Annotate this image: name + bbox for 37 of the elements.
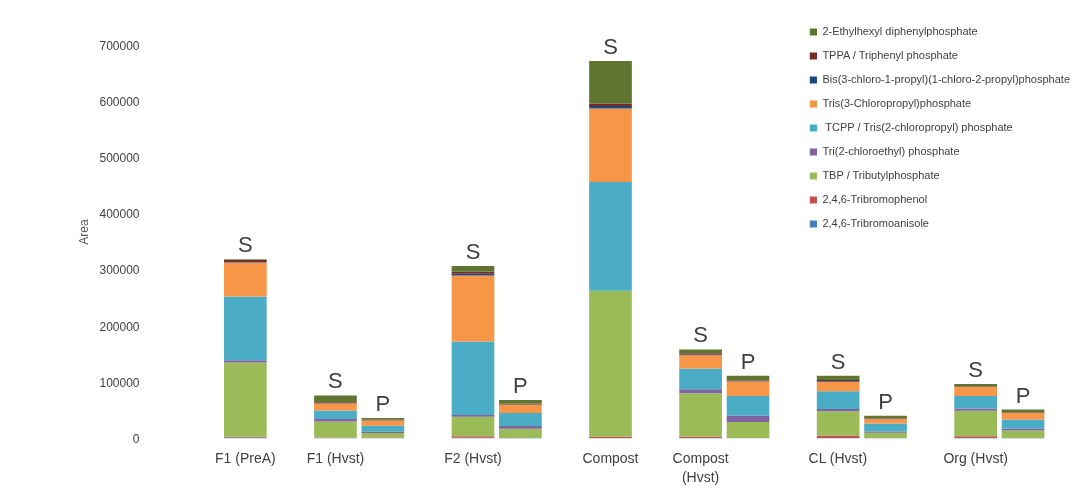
legend-label: Tri(2-chloroethyl) phosphate [822, 145, 960, 157]
y-tick-label: 500000 [99, 151, 140, 166]
legend-label: 2,4,6-Tribromophenol [822, 193, 928, 205]
y-tick-label: 700000 [99, 38, 140, 53]
total-label: P [513, 372, 528, 398]
total-label: S [328, 368, 343, 394]
x-tick-label: Compost [582, 449, 639, 466]
total-label: P [1015, 382, 1031, 408]
y-tick-label: 200000 [99, 319, 140, 334]
x-tick-label: F2 (Hvst) [444, 449, 502, 466]
total-label: S [968, 356, 984, 382]
legend-label: TBP / Tributylphosphate [822, 169, 940, 181]
x-tick-label: Org (Hvst) [943, 449, 1008, 466]
total-label: S [238, 232, 253, 258]
y-tick-label: 400000 [99, 207, 140, 222]
y-tick-label: 0 [132, 432, 140, 446]
legend-label: 2,4,6-Tribromoanisole [822, 217, 929, 229]
x-tick-label: F1 (PreA) [215, 449, 276, 466]
total-label: S [465, 239, 481, 265]
x-tick-label: CL (Hvst) [808, 449, 868, 466]
x-tick-label: Compost (Hvst) [672, 449, 729, 485]
x-tick-label: F1 (Hvst) [306, 449, 365, 466]
y-tick-label: 300000 [99, 263, 140, 278]
legend-label: Tris(3-Chloropropyl)phosphate [822, 97, 972, 109]
total-label: S [830, 348, 846, 374]
total-label: S [603, 34, 618, 60]
total-label: P [878, 388, 893, 414]
legend-label: Bis(3-chloro-1-propyl)(1-chloro-2-propyl)phosphate [822, 73, 1070, 85]
y-tick-label: 600000 [99, 94, 140, 109]
total-label: S [693, 322, 708, 348]
total-label: P [740, 348, 756, 374]
legend-label: TCPP / Tris(2-chloropropyl) phosphate [824, 121, 1013, 133]
y-tick-label: 100000 [99, 375, 140, 390]
y-axis-title: Area [77, 219, 92, 245]
legend-label: TPPA / Triphenyl phosphate [822, 49, 958, 61]
total-label: P [375, 390, 391, 416]
legend-label: 2-Ethylhexyl diphenylphosphate [822, 25, 978, 37]
